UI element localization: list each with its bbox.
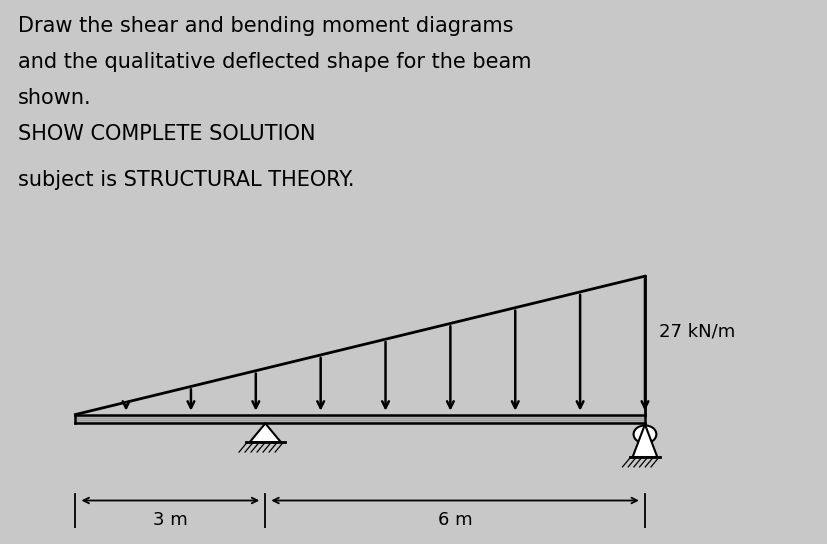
Text: 3 m: 3 m (153, 511, 188, 529)
Circle shape (633, 425, 656, 443)
Bar (75, 415, 644, 423)
Text: shown.: shown. (18, 88, 92, 108)
Text: SHOW COMPLETE SOLUTION: SHOW COMPLETE SOLUTION (18, 124, 315, 144)
Text: 27 kN/m: 27 kN/m (658, 323, 734, 341)
Polygon shape (250, 423, 280, 442)
Polygon shape (632, 424, 657, 457)
Text: and the qualitative deflected shape for the beam: and the qualitative deflected shape for … (18, 52, 531, 72)
Text: subject is STRUCTURAL THEORY.: subject is STRUCTURAL THEORY. (18, 170, 354, 190)
Text: Draw the shear and bending moment diagrams: Draw the shear and bending moment diagra… (18, 16, 513, 36)
Text: 6 m: 6 m (437, 511, 472, 529)
